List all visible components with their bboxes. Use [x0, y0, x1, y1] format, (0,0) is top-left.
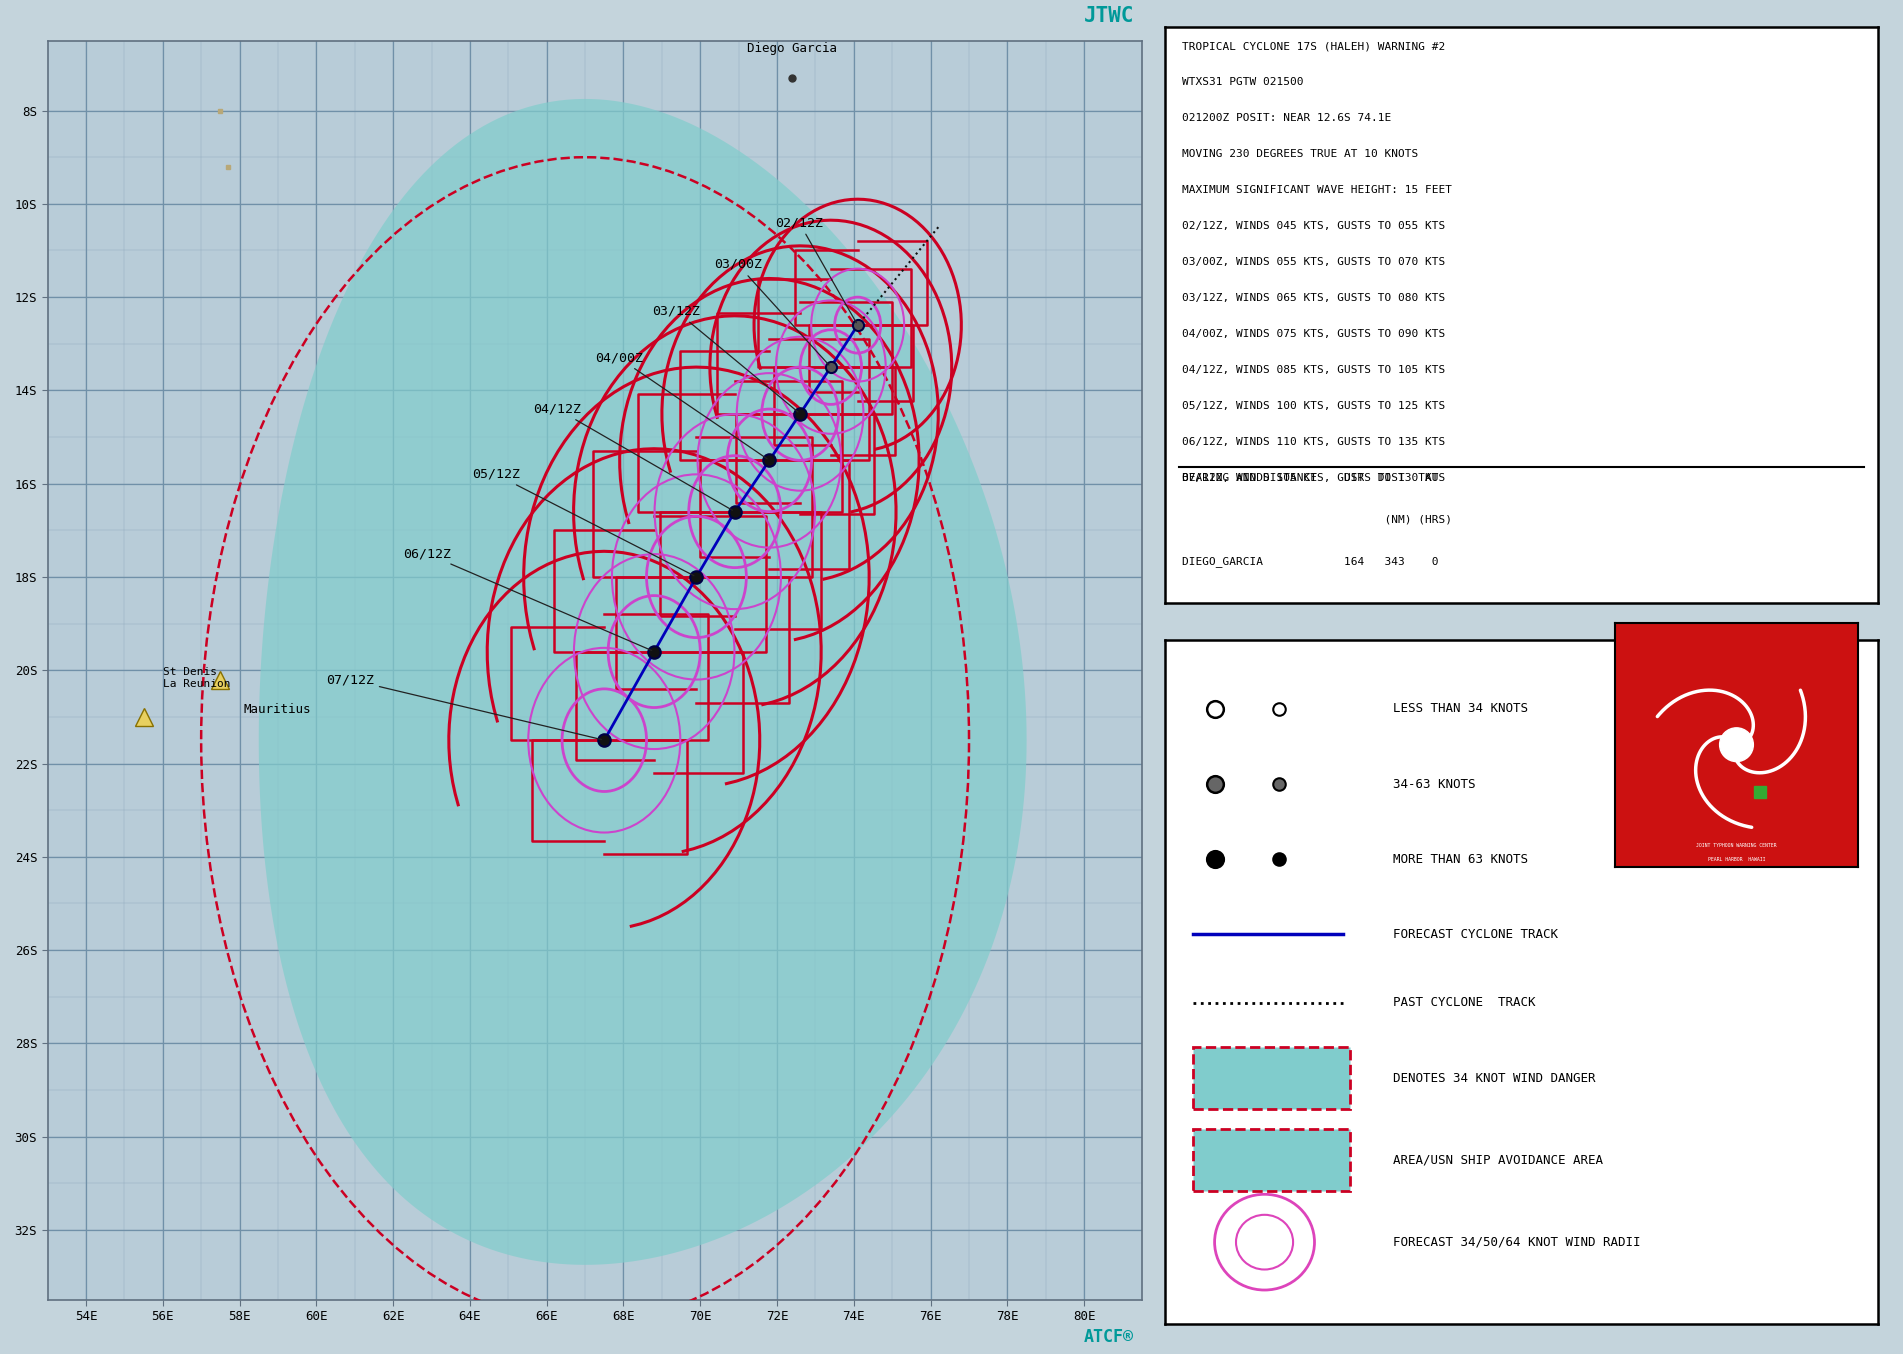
Text: St Denis
La Reunion: St Denis La Reunion — [164, 668, 230, 689]
Text: 34-63 KNOTS: 34-63 KNOTS — [1393, 777, 1475, 791]
Text: Diego Garcia: Diego Garcia — [748, 42, 837, 54]
Text: TROPICAL CYCLONE 17S (HALEH) WARNING #2: TROPICAL CYCLONE 17S (HALEH) WARNING #2 — [1182, 42, 1446, 51]
Text: DIEGO_GARCIA            164   343    0: DIEGO_GARCIA 164 343 0 — [1182, 556, 1439, 567]
Text: 02/12Z: 02/12Z — [775, 217, 856, 322]
Text: (NM) (HRS): (NM) (HRS) — [1182, 515, 1452, 524]
Text: BEARING AND DISTANCE    DIR  DIST  TAU: BEARING AND DISTANCE DIR DIST TAU — [1182, 473, 1439, 483]
Text: 03/00Z: 03/00Z — [714, 259, 830, 366]
Text: LESS THAN 34 KNOTS: LESS THAN 34 KNOTS — [1393, 703, 1528, 715]
Text: 06/12Z: 06/12Z — [403, 547, 651, 650]
Text: FORECAST CYCLONE TRACK: FORECAST CYCLONE TRACK — [1393, 927, 1559, 941]
Text: 04/00Z: 04/00Z — [594, 351, 767, 459]
Text: 07/12Z, WINDS 105 KTS, GUSTS TO 130 KTS: 07/12Z, WINDS 105 KTS, GUSTS TO 130 KTS — [1182, 473, 1446, 483]
Text: FORECAST 34/50/64 KNOT WIND RADII: FORECAST 34/50/64 KNOT WIND RADII — [1393, 1236, 1640, 1248]
Text: 04/12Z, WINDS 085 KTS, GUSTS TO 105 KTS: 04/12Z, WINDS 085 KTS, GUSTS TO 105 KTS — [1182, 366, 1446, 375]
Text: JOINT TYPHOON WARNING CENTER: JOINT TYPHOON WARNING CENTER — [1696, 844, 1777, 848]
Text: JTWC: JTWC — [1083, 5, 1134, 26]
Circle shape — [1720, 728, 1753, 761]
Text: 03/12Z, WINDS 065 KTS, GUSTS TO 080 KTS: 03/12Z, WINDS 065 KTS, GUSTS TO 080 KTS — [1182, 294, 1446, 303]
Bar — [1193, 1129, 1351, 1192]
Polygon shape — [259, 99, 1026, 1265]
Text: 03/00Z, WINDS 055 KTS, GUSTS TO 070 KTS: 03/00Z, WINDS 055 KTS, GUSTS TO 070 KTS — [1182, 257, 1446, 267]
Text: MAXIMUM SIGNIFICANT WAVE HEIGHT: 15 FEET: MAXIMUM SIGNIFICANT WAVE HEIGHT: 15 FEET — [1182, 185, 1452, 195]
Text: MORE THAN 63 KNOTS: MORE THAN 63 KNOTS — [1393, 853, 1528, 865]
Text: 02/12Z, WINDS 045 KTS, GUSTS TO 055 KTS: 02/12Z, WINDS 045 KTS, GUSTS TO 055 KTS — [1182, 221, 1446, 232]
Text: 04/00Z, WINDS 075 KTS, GUSTS TO 090 KTS: 04/00Z, WINDS 075 KTS, GUSTS TO 090 KTS — [1182, 329, 1446, 340]
Text: PEARL HARBOR  HAWAII: PEARL HARBOR HAWAII — [1707, 857, 1766, 862]
Text: DENOTES 34 KNOT WIND DANGER: DENOTES 34 KNOT WIND DANGER — [1393, 1071, 1595, 1085]
Text: Mauritius: Mauritius — [244, 703, 310, 716]
Text: 05/12Z: 05/12Z — [472, 468, 695, 575]
Text: 04/12Z: 04/12Z — [533, 402, 733, 510]
Text: 06/12Z, WINDS 110 KTS, GUSTS TO 135 KTS: 06/12Z, WINDS 110 KTS, GUSTS TO 135 KTS — [1182, 437, 1446, 447]
Text: ATCF®: ATCF® — [1085, 1328, 1134, 1346]
Text: 07/12Z: 07/12Z — [325, 673, 601, 739]
Text: 05/12Z, WINDS 100 KTS, GUSTS TO 125 KTS: 05/12Z, WINDS 100 KTS, GUSTS TO 125 KTS — [1182, 401, 1446, 412]
Text: WTXS31 PGTW 021500: WTXS31 PGTW 021500 — [1182, 77, 1304, 88]
Text: PAST CYCLONE  TRACK: PAST CYCLONE TRACK — [1393, 997, 1536, 1009]
Text: AREA/USN SHIP AVOIDANCE AREA: AREA/USN SHIP AVOIDANCE AREA — [1393, 1154, 1602, 1167]
Text: 03/12Z: 03/12Z — [653, 305, 797, 412]
Bar — [1193, 1047, 1351, 1109]
Text: 021200Z POSIT: NEAR 12.6S 74.1E: 021200Z POSIT: NEAR 12.6S 74.1E — [1182, 114, 1391, 123]
Text: MOVING 230 DEGREES TRUE AT 10 KNOTS: MOVING 230 DEGREES TRUE AT 10 KNOTS — [1182, 149, 1420, 160]
